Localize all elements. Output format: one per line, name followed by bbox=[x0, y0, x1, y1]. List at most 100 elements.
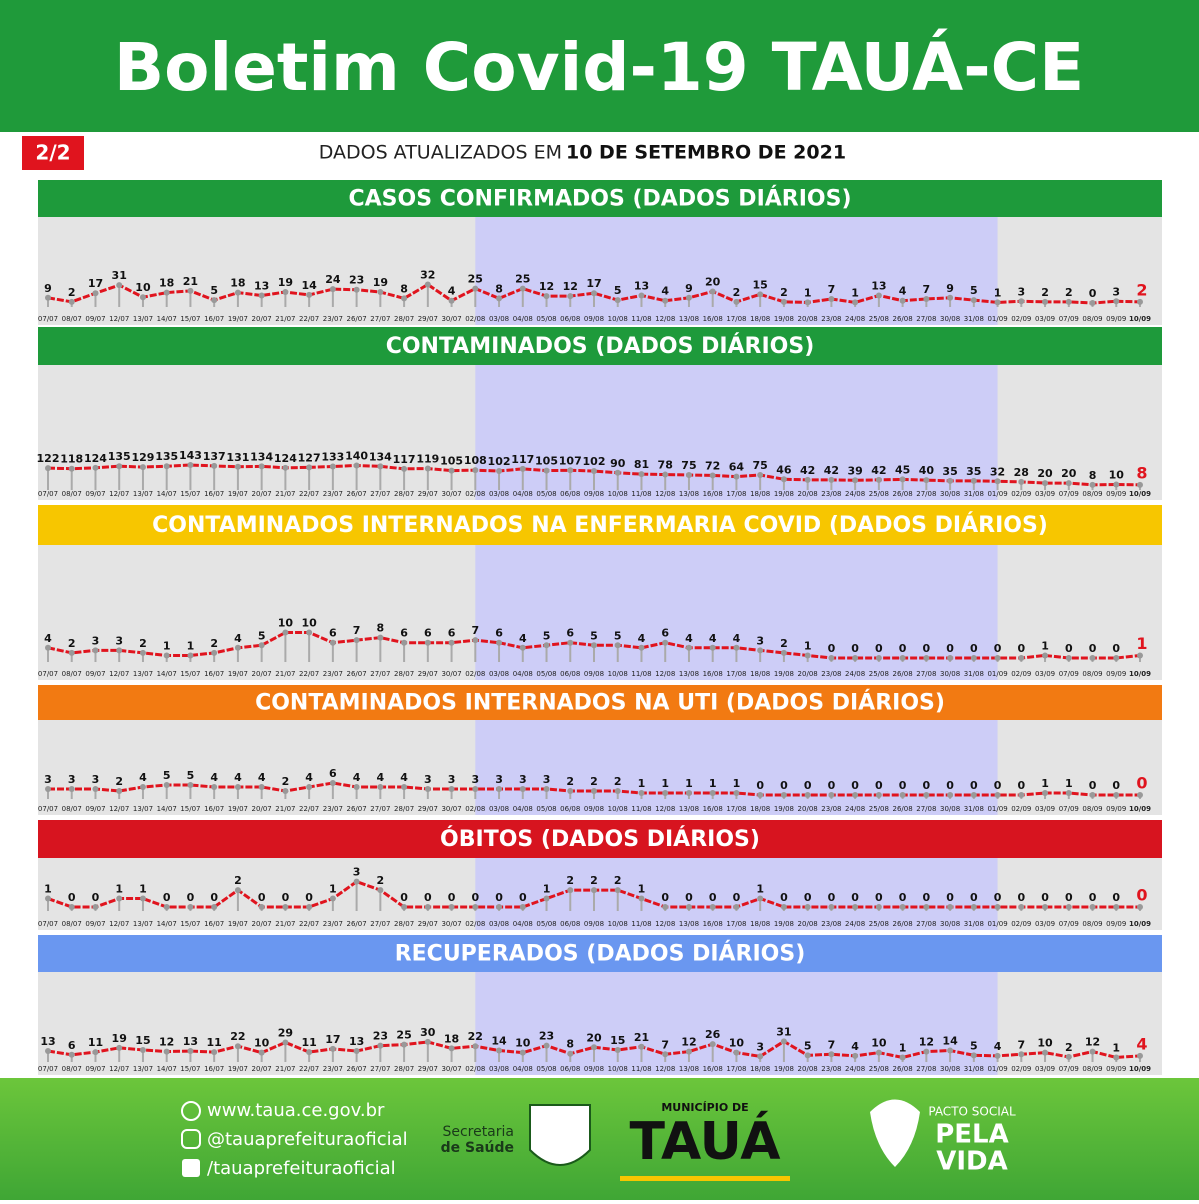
point bbox=[852, 655, 859, 661]
value-label: 2 bbox=[1136, 280, 1147, 299]
value-label: 6 bbox=[661, 627, 669, 640]
x-tick-label: 19/08 bbox=[774, 670, 794, 678]
x-tick-label: 08/07 bbox=[62, 670, 82, 678]
value-label: 17 bbox=[325, 1033, 340, 1046]
value-label: 0 bbox=[1112, 642, 1120, 655]
point bbox=[68, 298, 75, 305]
point bbox=[780, 792, 787, 798]
value-label: 1 bbox=[661, 777, 669, 790]
value-label: 1 bbox=[1065, 777, 1073, 790]
x-tick-label: 24/08 bbox=[845, 315, 865, 323]
x-tick-label: 25/08 bbox=[869, 490, 889, 498]
x-tick-label: 20/07 bbox=[252, 670, 272, 678]
x-tick-label: 09/07 bbox=[85, 315, 105, 323]
point bbox=[424, 1038, 431, 1045]
x-tick-label: 29/07 bbox=[418, 670, 438, 678]
x-tick-label: 27/07 bbox=[370, 670, 390, 678]
point bbox=[614, 469, 621, 476]
point bbox=[116, 647, 123, 654]
x-tick-label: 06/08 bbox=[560, 1065, 580, 1073]
point bbox=[923, 295, 930, 302]
point bbox=[1089, 481, 1096, 488]
x-tick-label: 23/07 bbox=[323, 490, 343, 498]
x-tick-label: 04/08 bbox=[513, 670, 533, 678]
value-label: 10 bbox=[729, 1037, 745, 1050]
value-label: 19 bbox=[278, 276, 293, 289]
value-label: 4 bbox=[258, 771, 266, 784]
point bbox=[757, 1053, 764, 1060]
value-label: 42 bbox=[824, 464, 839, 477]
point bbox=[116, 463, 123, 470]
x-tick-label: 12/08 bbox=[655, 805, 675, 813]
footer-band bbox=[0, 1078, 1199, 1200]
value-label: 0 bbox=[899, 779, 907, 792]
x-tick-label: 20/08 bbox=[798, 670, 818, 678]
point bbox=[685, 644, 692, 651]
x-tick-label: 09/07 bbox=[85, 1065, 105, 1073]
point bbox=[567, 467, 574, 474]
point bbox=[828, 476, 835, 483]
x-tick-label: 24/08 bbox=[845, 805, 865, 813]
x-tick-label: 10/08 bbox=[608, 920, 628, 928]
x-tick-label: 22/07 bbox=[299, 490, 319, 498]
x-tick-label: 14/07 bbox=[157, 315, 177, 323]
point bbox=[1042, 652, 1049, 659]
x-tick-label: 26/08 bbox=[893, 805, 913, 813]
value-label: 0 bbox=[210, 891, 218, 904]
municipio-label: MUNICÍPIO DE bbox=[661, 1101, 748, 1114]
point bbox=[923, 904, 930, 910]
x-tick-label: 30/08 bbox=[940, 670, 960, 678]
point bbox=[353, 286, 360, 293]
value-label: 0 bbox=[756, 779, 764, 792]
point bbox=[1137, 652, 1143, 659]
chart-title: ÓBITOS (DADOS DIÁRIOS) bbox=[440, 826, 760, 852]
value-label: 0 bbox=[1089, 779, 1097, 792]
x-tick-label: 22/07 bbox=[299, 920, 319, 928]
x-tick-label: 13/07 bbox=[133, 315, 153, 323]
x-tick-label: 29/07 bbox=[418, 490, 438, 498]
x-tick-label: 15/07 bbox=[180, 1065, 200, 1073]
x-tick-label: 20/08 bbox=[798, 920, 818, 928]
title-bar bbox=[38, 505, 1162, 545]
x-tick-label: 25/08 bbox=[869, 315, 889, 323]
point bbox=[92, 464, 99, 471]
value-label: 25 bbox=[515, 273, 530, 286]
x-tick-label: 08/07 bbox=[62, 490, 82, 498]
point bbox=[1042, 790, 1049, 796]
value-label: 13 bbox=[634, 280, 649, 293]
value-label: 64 bbox=[729, 461, 745, 474]
x-tick-label: 02/08 bbox=[465, 670, 485, 678]
x-tick-label: 10/09 bbox=[1129, 805, 1151, 813]
footer-instagram: @tauaprefeituraoficial bbox=[207, 1129, 408, 1150]
secretaria-line-2: de Saúde bbox=[441, 1140, 514, 1156]
x-tick-label: 23/07 bbox=[323, 315, 343, 323]
point bbox=[353, 462, 360, 469]
point bbox=[329, 780, 336, 786]
title-bar bbox=[38, 820, 1162, 858]
x-tick-label: 06/08 bbox=[560, 315, 580, 323]
value-label: 39 bbox=[847, 464, 862, 477]
x-tick-label: 21/07 bbox=[275, 315, 295, 323]
value-label: 2 bbox=[590, 775, 598, 788]
title: Boletim Covid-19 TAUÁ-CE bbox=[114, 28, 1084, 106]
x-tick-label: 31/08 bbox=[964, 670, 984, 678]
x-tick-label: 22/07 bbox=[299, 670, 319, 678]
value-label: 0 bbox=[282, 891, 290, 904]
x-tick-label: 23/08 bbox=[821, 490, 841, 498]
x-tick-label: 16/07 bbox=[204, 1065, 224, 1073]
point bbox=[116, 282, 123, 289]
x-tick-label: 09/08 bbox=[584, 490, 604, 498]
value-label: 1 bbox=[44, 883, 52, 896]
point bbox=[211, 1049, 218, 1056]
point bbox=[804, 299, 811, 306]
point bbox=[306, 1049, 313, 1056]
point bbox=[994, 1052, 1001, 1059]
value-label: 0 bbox=[1017, 779, 1025, 792]
value-label: 11 bbox=[301, 1036, 316, 1049]
series-line bbox=[48, 781, 1140, 797]
point bbox=[401, 784, 408, 790]
x-tick-label: 22/07 bbox=[299, 1065, 319, 1073]
point bbox=[1042, 298, 1049, 305]
x-tick-label: 22/07 bbox=[299, 315, 319, 323]
x-tick-label: 09/08 bbox=[584, 315, 604, 323]
